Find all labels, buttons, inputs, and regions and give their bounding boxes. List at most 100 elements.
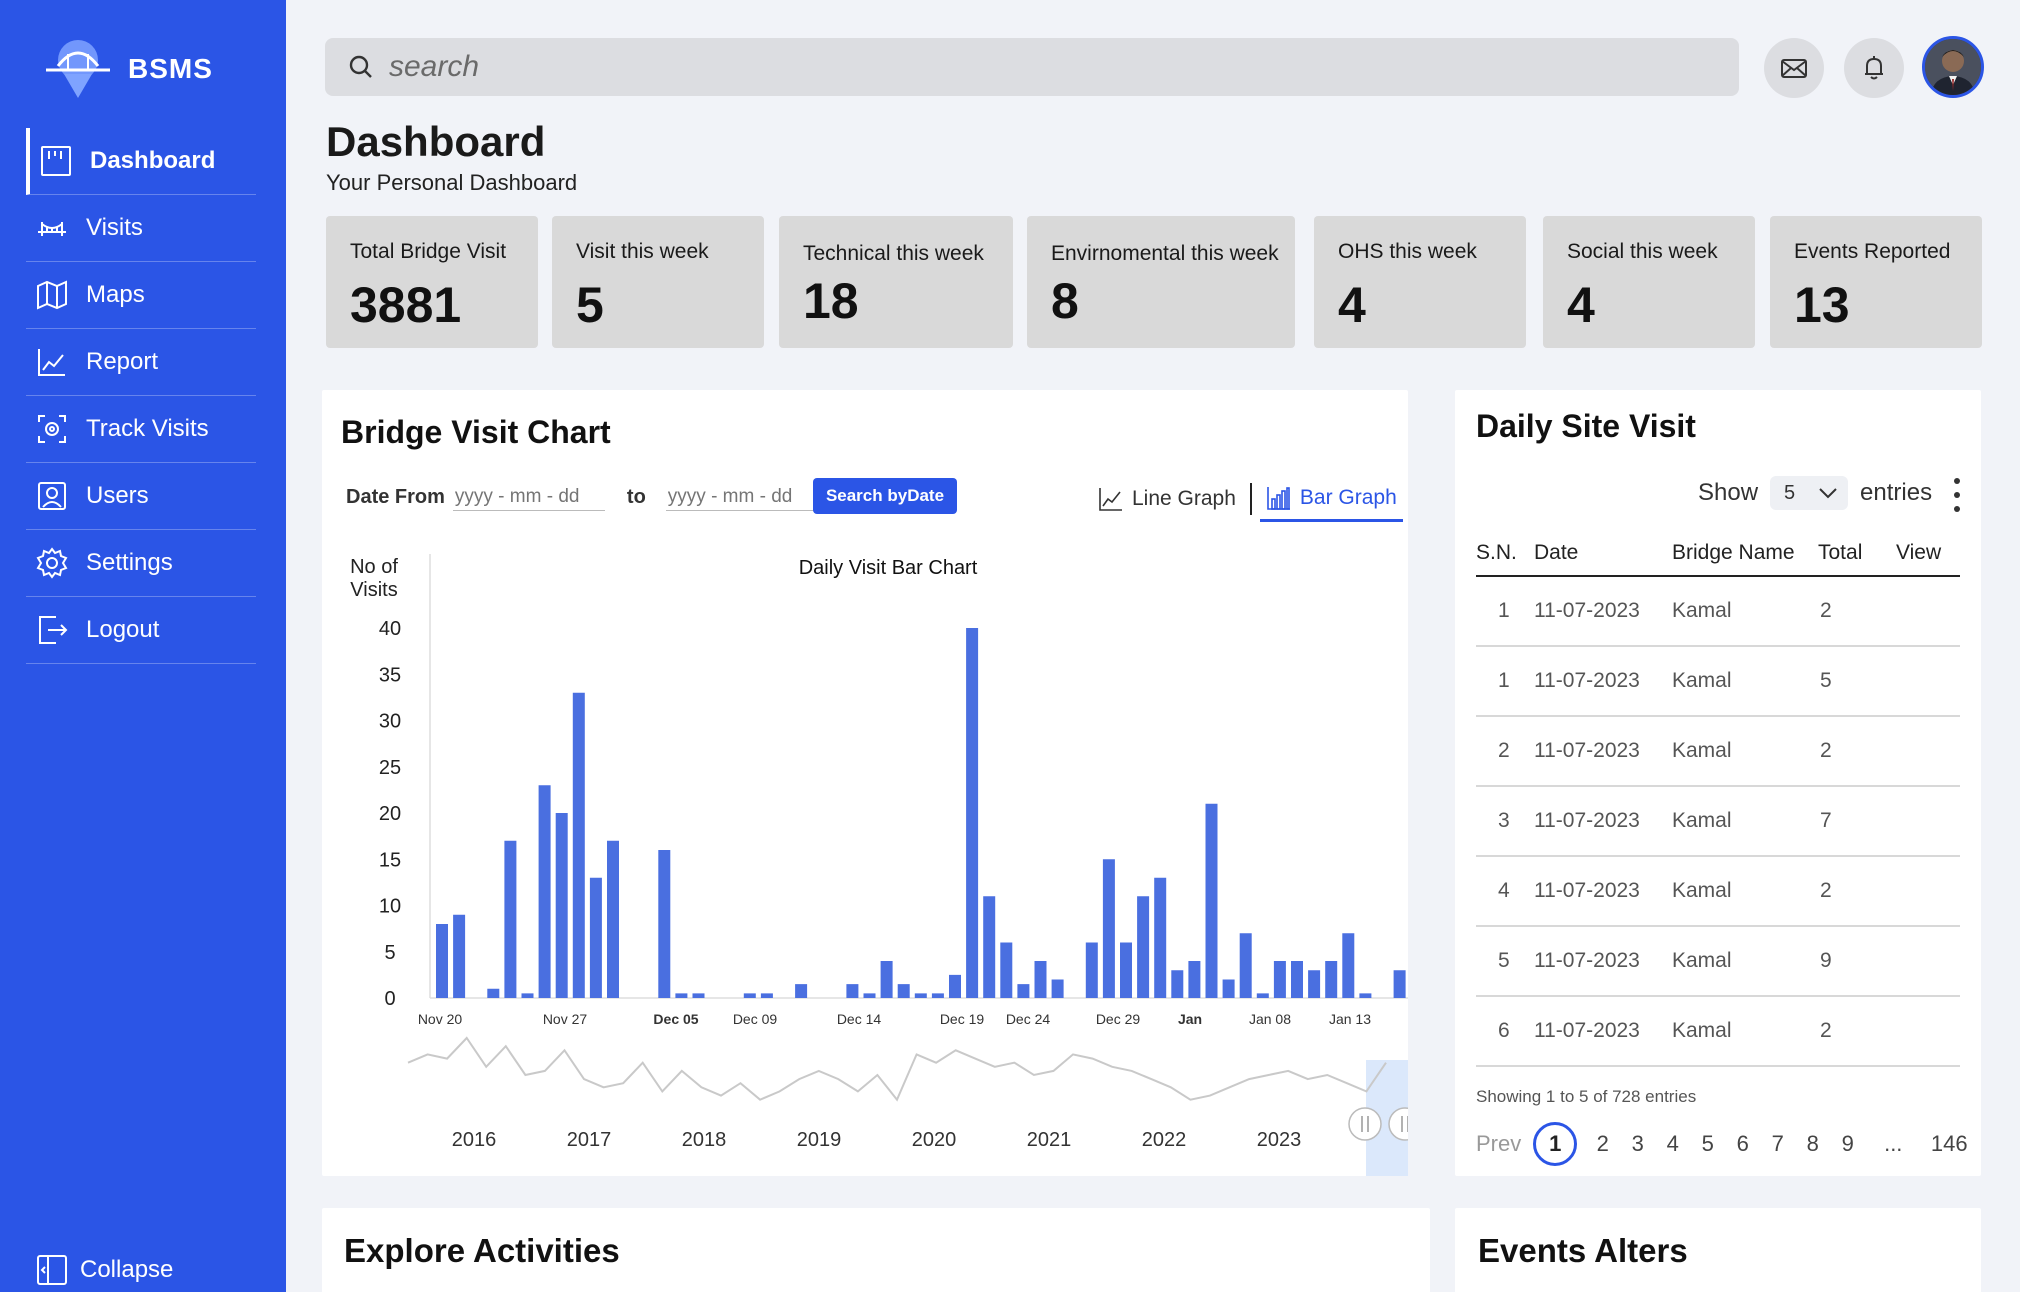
cell-view[interactable] [1896, 856, 1960, 927]
mail-button[interactable] [1764, 38, 1824, 98]
overview-handle-right[interactable] [1388, 1107, 1408, 1141]
pagination-page-current[interactable]: 1 [1533, 1122, 1578, 1166]
more-options-icon[interactable] [1952, 478, 1962, 512]
sidebar-item-settings[interactable]: Settings [26, 530, 256, 597]
column-header-bridge-name[interactable]: Bridge Name [1672, 530, 1818, 577]
pagination-page[interactable]: 146 [1930, 1131, 1968, 1156]
bar[interactable] [914, 993, 927, 998]
bar[interactable] [983, 896, 996, 998]
pagination-page[interactable]: 5 [1701, 1131, 1714, 1156]
sidebar-item-users[interactable]: Users [26, 463, 256, 530]
tab-line-graph[interactable]: Line Graph [1092, 476, 1242, 522]
bar[interactable] [436, 924, 448, 998]
cell-view[interactable] [1896, 786, 1960, 857]
bar[interactable] [846, 984, 859, 998]
column-header-view[interactable]: View [1896, 530, 1960, 577]
bar[interactable] [453, 914, 466, 998]
table-row[interactable]: 6 11-07-2023 Kamal 2 [1476, 996, 1960, 1067]
bar[interactable] [521, 993, 534, 998]
bar[interactable] [1393, 970, 1406, 998]
bar[interactable] [760, 993, 773, 998]
bar[interactable] [1120, 942, 1132, 999]
pagination-page[interactable]: 9 [1841, 1131, 1854, 1156]
pagination-page[interactable]: 3 [1631, 1131, 1644, 1156]
stat-card-total-bridge-visit[interactable]: Total Bridge Visit 3881 [326, 216, 538, 348]
bar[interactable] [487, 988, 500, 998]
bar[interactable] [572, 692, 585, 998]
bar[interactable] [1222, 979, 1235, 999]
stat-card-ohs-this-week[interactable]: OHS this week 4 [1314, 216, 1526, 348]
bar[interactable] [607, 840, 619, 998]
column-header-sn[interactable]: S.N. [1476, 530, 1534, 577]
pagination-page[interactable]: 4 [1666, 1131, 1679, 1156]
pagination-prev[interactable]: Prev [1476, 1131, 1522, 1156]
bar[interactable] [1154, 877, 1167, 998]
bar[interactable] [897, 984, 910, 998]
search-bar[interactable] [325, 38, 1739, 96]
bar[interactable] [931, 993, 944, 998]
bar[interactable] [589, 877, 602, 998]
bar[interactable] [1085, 942, 1098, 999]
cell-view[interactable] [1896, 646, 1960, 717]
cell-view[interactable] [1896, 926, 1960, 997]
stat-card-environmental-this-week[interactable]: Envirnomental this week 8 [1027, 216, 1295, 348]
sidebar-item-report[interactable]: Report [26, 329, 256, 396]
overview-handle-left[interactable] [1348, 1107, 1382, 1141]
avatar[interactable] [1922, 36, 1984, 98]
sidebar-item-track-visits[interactable]: Track Visits [26, 396, 256, 463]
bar[interactable] [949, 974, 961, 998]
bar[interactable] [795, 984, 808, 998]
bar[interactable] [692, 993, 705, 998]
cell-view[interactable] [1896, 576, 1960, 647]
bar[interactable] [555, 813, 568, 998]
pagination-page[interactable]: 6 [1736, 1131, 1749, 1156]
bar[interactable] [1171, 970, 1184, 998]
pagination-page[interactable]: 7 [1771, 1131, 1784, 1156]
bar[interactable] [880, 961, 893, 998]
cell-view[interactable] [1896, 716, 1960, 787]
bar[interactable] [966, 628, 979, 998]
search-input[interactable] [389, 50, 1689, 84]
bar[interactable] [863, 993, 876, 998]
stat-card-visit-this-week[interactable]: Visit this week 5 [552, 216, 764, 348]
date-to-input[interactable] [665, 484, 818, 511]
bar[interactable] [1205, 803, 1218, 998]
bar[interactable] [1342, 933, 1355, 998]
table-row[interactable]: 1 11-07-2023 Kamal 2 [1476, 576, 1960, 647]
collapse-button[interactable]: Collapse [36, 1254, 173, 1286]
sidebar-item-logout[interactable]: Logout [26, 597, 256, 664]
bar[interactable] [658, 850, 671, 998]
table-row[interactable]: 4 11-07-2023 Kamal 2 [1476, 856, 1960, 927]
pagination-page[interactable]: 2 [1596, 1131, 1609, 1156]
tab-bar-graph[interactable]: Bar Graph [1259, 476, 1403, 522]
notifications-button[interactable] [1844, 38, 1904, 98]
bar[interactable] [1325, 961, 1338, 998]
search-by-date-button[interactable]: Search byDate [813, 478, 957, 514]
column-header-date[interactable]: Date [1534, 530, 1672, 577]
bar[interactable] [1359, 993, 1372, 998]
bar[interactable] [1017, 984, 1030, 998]
table-row[interactable]: 5 11-07-2023 Kamal 9 [1476, 926, 1960, 997]
bar[interactable] [538, 785, 551, 998]
date-from-input[interactable] [452, 484, 605, 511]
table-row[interactable]: 3 11-07-2023 Kamal 7 [1476, 786, 1960, 857]
bar[interactable] [1239, 933, 1252, 998]
sidebar-item-dashboard[interactable]: Dashboard [26, 128, 256, 195]
bar[interactable] [1000, 942, 1013, 999]
sidebar-item-maps[interactable]: Maps [26, 262, 256, 329]
sidebar-item-visits[interactable]: Visits [26, 195, 256, 262]
cell-view[interactable] [1896, 996, 1960, 1067]
bar[interactable] [1034, 961, 1047, 998]
bar[interactable] [1188, 961, 1201, 998]
bar[interactable] [743, 993, 756, 998]
bar[interactable] [1308, 970, 1321, 998]
bar[interactable] [1051, 979, 1064, 999]
bar[interactable] [1137, 896, 1150, 998]
bar[interactable] [1256, 993, 1269, 998]
stat-card-events-reported[interactable]: Events Reported 13 [1770, 216, 1982, 348]
entries-select[interactable]: 5 [1770, 476, 1849, 510]
bar[interactable] [675, 993, 688, 998]
stat-card-technical-this-week[interactable]: Technical this week 18 [779, 216, 1013, 348]
table-row[interactable]: 2 11-07-2023 Kamal 2 [1476, 716, 1960, 787]
bar[interactable] [504, 840, 517, 998]
